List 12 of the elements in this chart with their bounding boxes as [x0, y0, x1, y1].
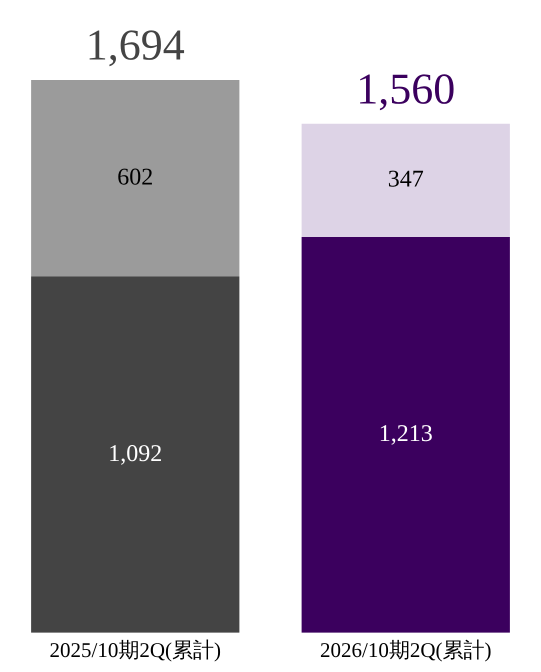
bar — [302, 236, 510, 633]
data-label: 1,213 — [378, 421, 433, 448]
total-label: 1,560 — [356, 64, 456, 114]
total-label: 1,694 — [86, 20, 185, 70]
bar — [302, 124, 510, 237]
data-label: 1,092 — [108, 440, 162, 467]
bar — [31, 80, 240, 276]
bar — [31, 276, 240, 633]
data-label: 347 — [388, 166, 424, 193]
x-tick-label: 2025/10期2Q(累計) — [50, 638, 221, 662]
data-label: 602 — [117, 164, 154, 191]
x-tick-label: 2026/10期2Q(累計) — [320, 638, 492, 662]
